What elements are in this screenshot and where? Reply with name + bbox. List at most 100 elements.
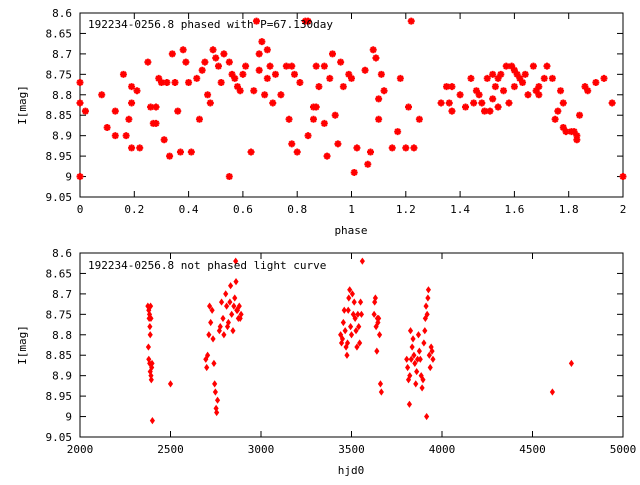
bottom-data-point — [349, 290, 355, 298]
top-data-point — [254, 49, 264, 59]
top-data-point — [368, 45, 378, 55]
top-data-point — [466, 73, 476, 83]
top-data-point — [509, 82, 519, 92]
top-data-point — [224, 57, 234, 67]
bottom-data-point — [353, 327, 359, 335]
top-data-point — [219, 49, 229, 59]
bottom-data-point — [167, 380, 174, 388]
top-data-point — [284, 114, 294, 124]
top-y-tick-label: 8.65 — [46, 27, 73, 40]
top-data-point — [270, 69, 280, 79]
bottom-x-tick-label: 3000 — [248, 443, 275, 456]
top-x-tick-label: 1.8 — [559, 203, 579, 216]
top-x-tick-label: 0 — [77, 203, 84, 216]
bottom-data-point — [208, 318, 214, 327]
top-data-point — [211, 53, 221, 63]
bottom-data-point — [214, 396, 221, 404]
bottom-data-point — [408, 355, 414, 363]
top-data-point — [165, 151, 175, 161]
bottom-data-point — [415, 331, 422, 339]
bottom-chart: 2000 2500 3000 3500 4000 4500 5000 8.68.658.78… — [16, 247, 636, 477]
top-data-point — [539, 73, 549, 83]
top-y-tick-label: 8.75 — [46, 68, 73, 81]
top-data-point — [127, 98, 137, 108]
top-data-point — [200, 57, 210, 67]
bottom-data-point — [341, 306, 347, 314]
top-data-point — [490, 82, 500, 92]
top-data-point — [181, 57, 191, 67]
top-data-point — [523, 90, 533, 100]
top-data-point — [184, 78, 194, 88]
top-data-point — [265, 61, 275, 71]
bottom-x-tick-label: 4000 — [429, 443, 456, 456]
bottom-data-points — [145, 257, 574, 425]
bottom-data-point — [227, 298, 233, 306]
bottom-x-tick-label: 3500 — [338, 443, 365, 456]
top-data-point — [455, 90, 465, 100]
bottom-data-point — [148, 302, 154, 310]
top-data-point — [488, 94, 498, 104]
bottom-chart-frame — [79, 252, 624, 438]
top-data-point — [203, 90, 213, 100]
bottom-data-point — [427, 363, 433, 372]
top-data-point — [268, 98, 278, 108]
top-data-point — [469, 98, 479, 108]
bottom-data-point — [344, 339, 351, 347]
bottom-data-point — [148, 376, 154, 384]
top-data-point — [496, 69, 506, 79]
top-data-point — [194, 114, 204, 124]
top-y-tick-label: 9.05 — [46, 191, 73, 204]
top-data-point — [118, 69, 128, 79]
top-data-point — [314, 82, 324, 92]
bottom-data-point — [420, 376, 426, 384]
bottom-data-point — [233, 257, 239, 265]
top-data-point — [542, 61, 552, 71]
top-data-point — [447, 82, 457, 92]
top-data-point — [213, 61, 223, 71]
bottom-data-point — [354, 343, 360, 351]
bottom-y-axis-label: I[mag] — [16, 325, 29, 365]
bottom-data-point — [209, 306, 215, 314]
top-y-tick-label: 8.9 — [52, 130, 72, 143]
top-data-point — [444, 98, 454, 108]
top-data-point — [547, 73, 557, 83]
top-data-point — [319, 118, 329, 128]
bottom-data-point — [430, 355, 436, 363]
top-data-point — [151, 118, 161, 128]
top-data-point — [238, 69, 248, 79]
top-data-point — [575, 110, 585, 120]
bottom-data-point — [405, 363, 411, 372]
top-data-point — [379, 86, 389, 96]
top-y-tick-label: 9 — [65, 171, 72, 184]
top-data-point — [175, 147, 185, 157]
bottom-data-point — [348, 323, 354, 331]
top-data-point — [409, 143, 419, 153]
top-data-point — [80, 106, 90, 116]
top-data-point — [303, 131, 313, 141]
top-data-point — [322, 151, 332, 161]
top-y-tick-label: 8.85 — [46, 109, 73, 122]
bottom-y-tick-label: 8.75 — [46, 308, 73, 321]
top-data-point — [276, 90, 286, 100]
top-data-point — [308, 114, 318, 124]
top-data-point — [254, 65, 264, 75]
bottom-data-point — [425, 294, 431, 302]
bottom-data-point — [416, 347, 422, 355]
top-data-point — [75, 172, 85, 182]
top-data-point — [591, 78, 601, 88]
top-data-point — [371, 53, 381, 63]
bottom-data-point — [414, 367, 420, 376]
top-data-point — [186, 147, 196, 157]
bottom-data-point — [210, 335, 216, 343]
bottom-data-point — [232, 294, 238, 302]
bottom-y-tick-label: 8.6 — [52, 247, 72, 260]
bottom-data-point — [214, 408, 220, 417]
top-y-axis-label: I[mag] — [16, 85, 29, 125]
bottom-data-point — [377, 380, 384, 388]
bottom-data-point — [212, 388, 218, 396]
top-data-point — [124, 114, 134, 124]
top-data-point — [599, 73, 609, 83]
top-chart: 0 0.2 0.4 0.6 0.8 1 1.2 1.4 1.6 1.8 2 8.68.658.78.… — [16, 7, 628, 237]
